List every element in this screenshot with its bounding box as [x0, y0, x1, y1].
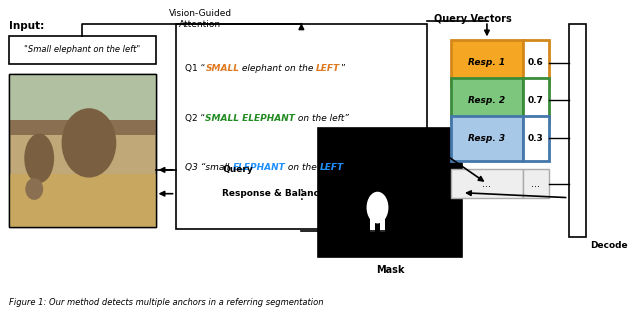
Bar [175, 24, 428, 229]
Bar [451, 78, 523, 123]
Bar [451, 169, 523, 198]
Ellipse shape [24, 134, 54, 183]
Text: LEFT: LEFT [316, 64, 340, 73]
Text: Q3 “small: Q3 “small [186, 163, 233, 172]
Bar [10, 36, 156, 64]
Bar [523, 169, 548, 198]
Text: ...: ... [531, 178, 540, 189]
Bar [10, 74, 156, 227]
Text: on the: on the [285, 163, 319, 172]
Text: ⋮: ⋮ [294, 188, 308, 202]
Text: 0.7: 0.7 [528, 96, 543, 105]
Text: ”: ” [340, 64, 345, 73]
Text: Decode: Decode [591, 241, 628, 250]
Text: Figure 1: Our method detects multiple anchors in a referring segmentation: Figure 1: Our method detects multiple an… [10, 298, 324, 307]
Bar [10, 74, 156, 135]
Text: ELEPHANT: ELEPHANT [232, 163, 285, 172]
Ellipse shape [25, 178, 43, 200]
Bar [451, 40, 523, 85]
Text: Vision-Guided
Attention: Vision-Guided Attention [169, 9, 232, 29]
Text: on the left”: on the left” [295, 114, 349, 123]
Text: SMALL ELEPHANT: SMALL ELEPHANT [205, 114, 296, 123]
Text: elephant on the: elephant on the [239, 64, 317, 73]
Text: Response & Balance: Response & Balance [222, 189, 325, 198]
Text: Mask: Mask [376, 265, 404, 275]
Text: SMALL: SMALL [205, 64, 239, 73]
Text: Resp. 1: Resp. 1 [468, 58, 506, 67]
Text: Query: Query [222, 165, 253, 174]
Text: Resp. 3: Resp. 3 [468, 134, 506, 143]
Bar [318, 128, 462, 257]
Text: 0.3: 0.3 [528, 134, 543, 143]
Text: LEFT: LEFT [319, 163, 344, 172]
Bar [568, 24, 586, 237]
Bar [523, 40, 548, 85]
Bar [10, 174, 156, 227]
Text: ”: ” [344, 163, 348, 172]
Text: 0.6: 0.6 [528, 58, 543, 67]
Text: Input:: Input: [10, 21, 45, 31]
Bar [10, 74, 156, 120]
Text: Query Vectors: Query Vectors [434, 14, 512, 24]
Text: Resp. 2: Resp. 2 [468, 96, 506, 105]
Bar [451, 116, 523, 161]
Text: Q2 “: Q2 “ [186, 114, 205, 123]
Bar [369, 218, 374, 232]
Text: "Small elephant on the left": "Small elephant on the left" [24, 45, 141, 54]
Bar [523, 116, 548, 161]
Bar [10, 74, 156, 227]
Ellipse shape [367, 192, 388, 224]
Text: Q1 “: Q1 “ [186, 64, 205, 73]
Ellipse shape [61, 108, 116, 177]
Text: ...: ... [483, 178, 492, 189]
Bar [523, 78, 548, 123]
Bar [381, 218, 385, 232]
